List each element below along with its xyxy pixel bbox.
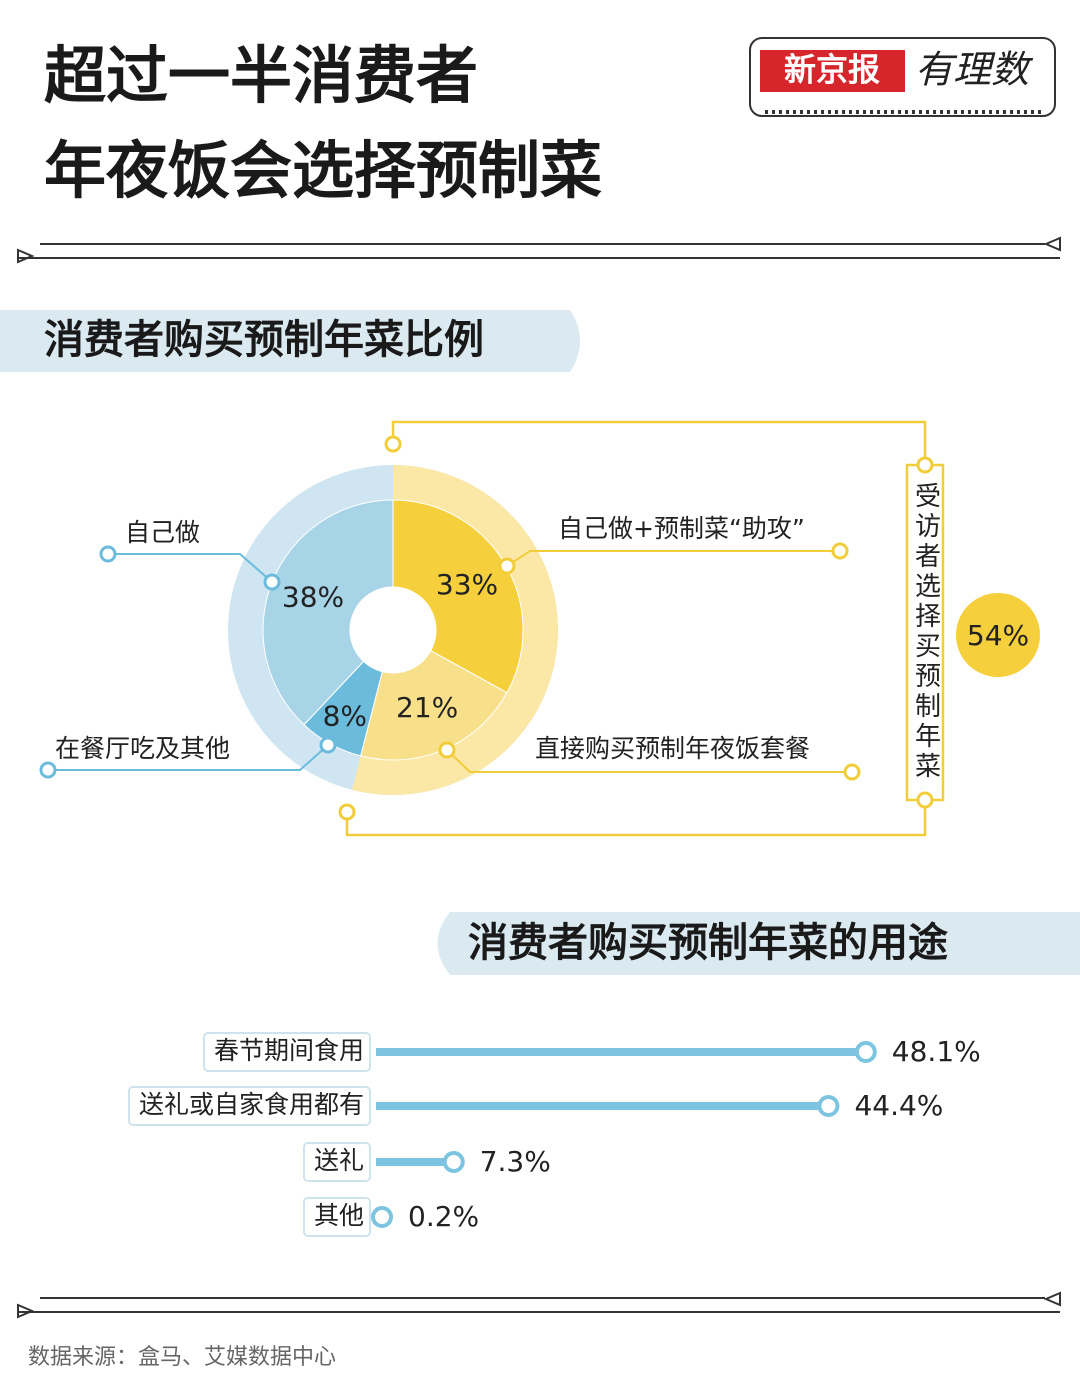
section-title: 消费者购买预制年菜的用途 xyxy=(468,920,948,966)
group-badge xyxy=(956,593,1040,677)
title-line: 年夜饭会选择预制菜 xyxy=(44,134,602,207)
slice-value: 38% xyxy=(282,580,344,613)
logo-column: 有理数 xyxy=(915,48,1034,92)
bar xyxy=(376,1102,825,1110)
bar-value: 44.4% xyxy=(854,1089,943,1122)
leader-dot xyxy=(438,741,456,759)
group-value: 54% xyxy=(967,619,1029,652)
leader-line xyxy=(48,744,329,771)
bracket-dot xyxy=(384,435,402,453)
leader-line xyxy=(108,553,273,583)
bar-end xyxy=(817,1095,840,1117)
bar-value: 7.3% xyxy=(480,1145,551,1178)
pie-slice xyxy=(392,499,524,694)
bar-chart: 春节期间食用 48.1% 送礼或自家食用都有 44.4% 送礼 7.3% 其他 0.2% xyxy=(127,1032,981,1237)
title-line: 超过一半消费者 xyxy=(44,39,478,112)
source: 数据来源：盒马、艾媒数据中心 xyxy=(28,1345,336,1370)
leader-dot xyxy=(39,761,57,779)
bar-end xyxy=(854,1041,877,1063)
logo-brand: 新京报 xyxy=(784,51,880,89)
separator xyxy=(17,236,1061,264)
group-arc xyxy=(351,465,559,795)
slice-value: 33% xyxy=(436,568,498,601)
header-bg xyxy=(0,310,580,372)
label-box xyxy=(202,1032,371,1072)
bracket xyxy=(345,420,927,837)
leader-line xyxy=(506,550,840,567)
leader-dot xyxy=(99,545,117,563)
logo: 新京报 有理数 xyxy=(749,37,1056,117)
leader-dot xyxy=(498,557,516,575)
leader-line xyxy=(446,749,852,773)
bracket-dot xyxy=(916,791,934,809)
leader-dot xyxy=(319,736,337,754)
category-label: 自己做+预制菜“助攻” xyxy=(558,514,805,543)
category-label: 自己做 xyxy=(125,518,200,547)
logo-brand-bg xyxy=(760,50,905,92)
bar xyxy=(376,1158,450,1166)
section-title: 消费者购买预制年菜比例 xyxy=(44,317,484,363)
leader-dot xyxy=(263,573,281,591)
header-bg xyxy=(437,912,1080,975)
pie-slice xyxy=(360,650,508,761)
category-label: 送礼或自家食用都有 xyxy=(139,1090,364,1119)
separator xyxy=(17,1291,1061,1319)
label-box xyxy=(302,1142,371,1182)
category-label: 直接购买预制年夜饭套餐 xyxy=(535,734,810,763)
category-label: 在餐厅吃及其他 xyxy=(55,734,230,763)
slice-value: 8% xyxy=(323,700,367,733)
bar-value: 48.1% xyxy=(892,1035,981,1068)
bracket-dot xyxy=(916,456,934,474)
leader-dot xyxy=(831,542,849,560)
bracket-dot xyxy=(338,803,356,821)
bar-value: 0.2% xyxy=(408,1200,479,1233)
label-box xyxy=(127,1086,371,1126)
category-label: 其他 xyxy=(314,1201,364,1230)
label-box xyxy=(302,1197,371,1237)
bar-end xyxy=(371,1206,394,1228)
leader-dot xyxy=(843,763,861,781)
bar-end xyxy=(442,1151,465,1173)
group-label: 受访者选择买预制年菜 xyxy=(911,482,941,782)
category-label: 春节期间食用 xyxy=(214,1036,364,1065)
pie-chart: 受访者选择买预制年菜 54% 33% 21% 8% 38% 自己做+预制菜“助攻” 直接购买预… xyxy=(39,420,1040,837)
slice-value: 21% xyxy=(396,691,458,724)
bar xyxy=(376,1048,862,1056)
category-label: 送礼 xyxy=(314,1146,364,1175)
pie-slice xyxy=(262,499,394,726)
